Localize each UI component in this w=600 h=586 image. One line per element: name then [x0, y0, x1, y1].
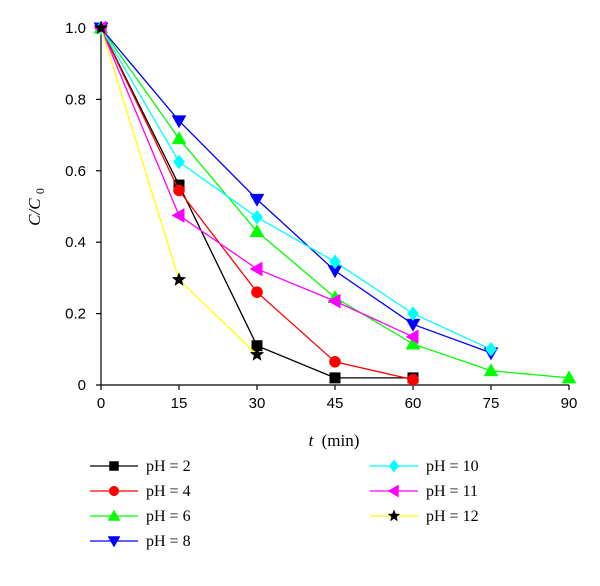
y-axis-subscript: 0 [33, 188, 47, 194]
series-5 [95, 20, 497, 357]
series-line [100, 27, 570, 379]
x-axis-var: t [309, 431, 315, 450]
legend-item: pH = 6 [90, 508, 191, 525]
data-point-diamond [173, 154, 185, 170]
x-tick-label: 0 [97, 395, 105, 412]
data-point-triangle-left [387, 484, 399, 498]
data-point-circle [407, 373, 419, 386]
data-point-triangle-up [249, 223, 265, 237]
legend-label: pH = 4 [146, 483, 191, 500]
plot-area: 0 15 30 45 60 75 90 0 0.2 0.4 0.6 0.8 1.0 [65, 20, 577, 412]
series-line [100, 27, 492, 350]
x-axis-label: t (min) [309, 431, 360, 450]
x-axis-unit: (min) [322, 431, 360, 450]
x-tick-label: 90 [561, 395, 578, 412]
legend-label: pH = 6 [146, 508, 191, 525]
x-tick-label: 45 [327, 395, 344, 412]
data-point-triangle-down [171, 115, 187, 129]
series-layer [93, 20, 577, 386]
series-3 [93, 20, 577, 384]
x-tick-label: 75 [483, 395, 500, 412]
data-point-diamond [329, 254, 341, 270]
svg-text:t (min): t (min) [309, 431, 360, 450]
legend-item: pH = 11 [370, 483, 478, 500]
y-tick-label: 0.2 [65, 306, 86, 323]
y-tick-label: 0.6 [65, 163, 86, 180]
data-point-circle [329, 355, 341, 368]
series-7 [93, 20, 265, 361]
legend-label: pH = 12 [426, 508, 479, 525]
data-point-triangle-up [171, 131, 187, 145]
data-point-triangle-left [405, 329, 419, 345]
data-point-square [109, 461, 119, 471]
data-point-triangle-left [249, 261, 263, 277]
series-4 [93, 22, 499, 361]
legend-label: pH = 11 [426, 483, 478, 500]
legend-item: pH = 2 [90, 458, 191, 475]
y-tick-label: 1.0 [65, 20, 86, 37]
legend-label: pH = 10 [426, 458, 479, 475]
data-point-star [171, 271, 187, 286]
legend-label: pH = 2 [146, 458, 191, 475]
x-tick-label: 30 [249, 395, 266, 412]
y-tick-label: 0.8 [65, 91, 86, 108]
data-point-diamond [388, 459, 400, 473]
data-point-diamond [485, 341, 497, 357]
data-point-triangle-left [171, 207, 185, 223]
data-point-diamond [251, 209, 263, 225]
data-point-triangle-up [561, 370, 577, 384]
legend-item: pH = 10 [370, 458, 479, 475]
y-tick-label: 0.4 [65, 234, 86, 251]
legend-label: pH = 8 [146, 533, 191, 550]
data-point-triangle-down [107, 536, 121, 548]
y-axis-main: C/C [25, 198, 44, 226]
data-point-triangle-up [483, 363, 499, 377]
data-point-star [387, 509, 401, 522]
data-point-triangle-up [107, 509, 121, 521]
data-point-diamond [407, 306, 419, 322]
legend-item: pH = 4 [90, 483, 191, 500]
x-tick-label: 60 [405, 395, 422, 412]
data-point-triangle-down [249, 193, 265, 207]
data-point-circle [108, 485, 120, 497]
y-tick-label: 0 [78, 377, 86, 394]
series-line [100, 27, 492, 354]
y-axis-label: C/C 0 [25, 188, 47, 226]
data-point-triangle-left [327, 293, 341, 309]
data-point-square [329, 372, 341, 384]
legend-item: pH = 8 [90, 533, 191, 550]
data-point-star [93, 20, 109, 35]
data-point-star [249, 346, 265, 361]
data-point-circle [173, 184, 185, 197]
data-point-circle [251, 286, 263, 299]
svg-text:C/C 0: C/C 0 [25, 188, 47, 226]
x-tick-label: 15 [171, 395, 188, 412]
legend: pH = 2 pH = 4 pH = 6 pH = 8 pH = 10 pH = 11 pH… [90, 458, 479, 550]
legend-item: pH = 12 [370, 508, 479, 525]
